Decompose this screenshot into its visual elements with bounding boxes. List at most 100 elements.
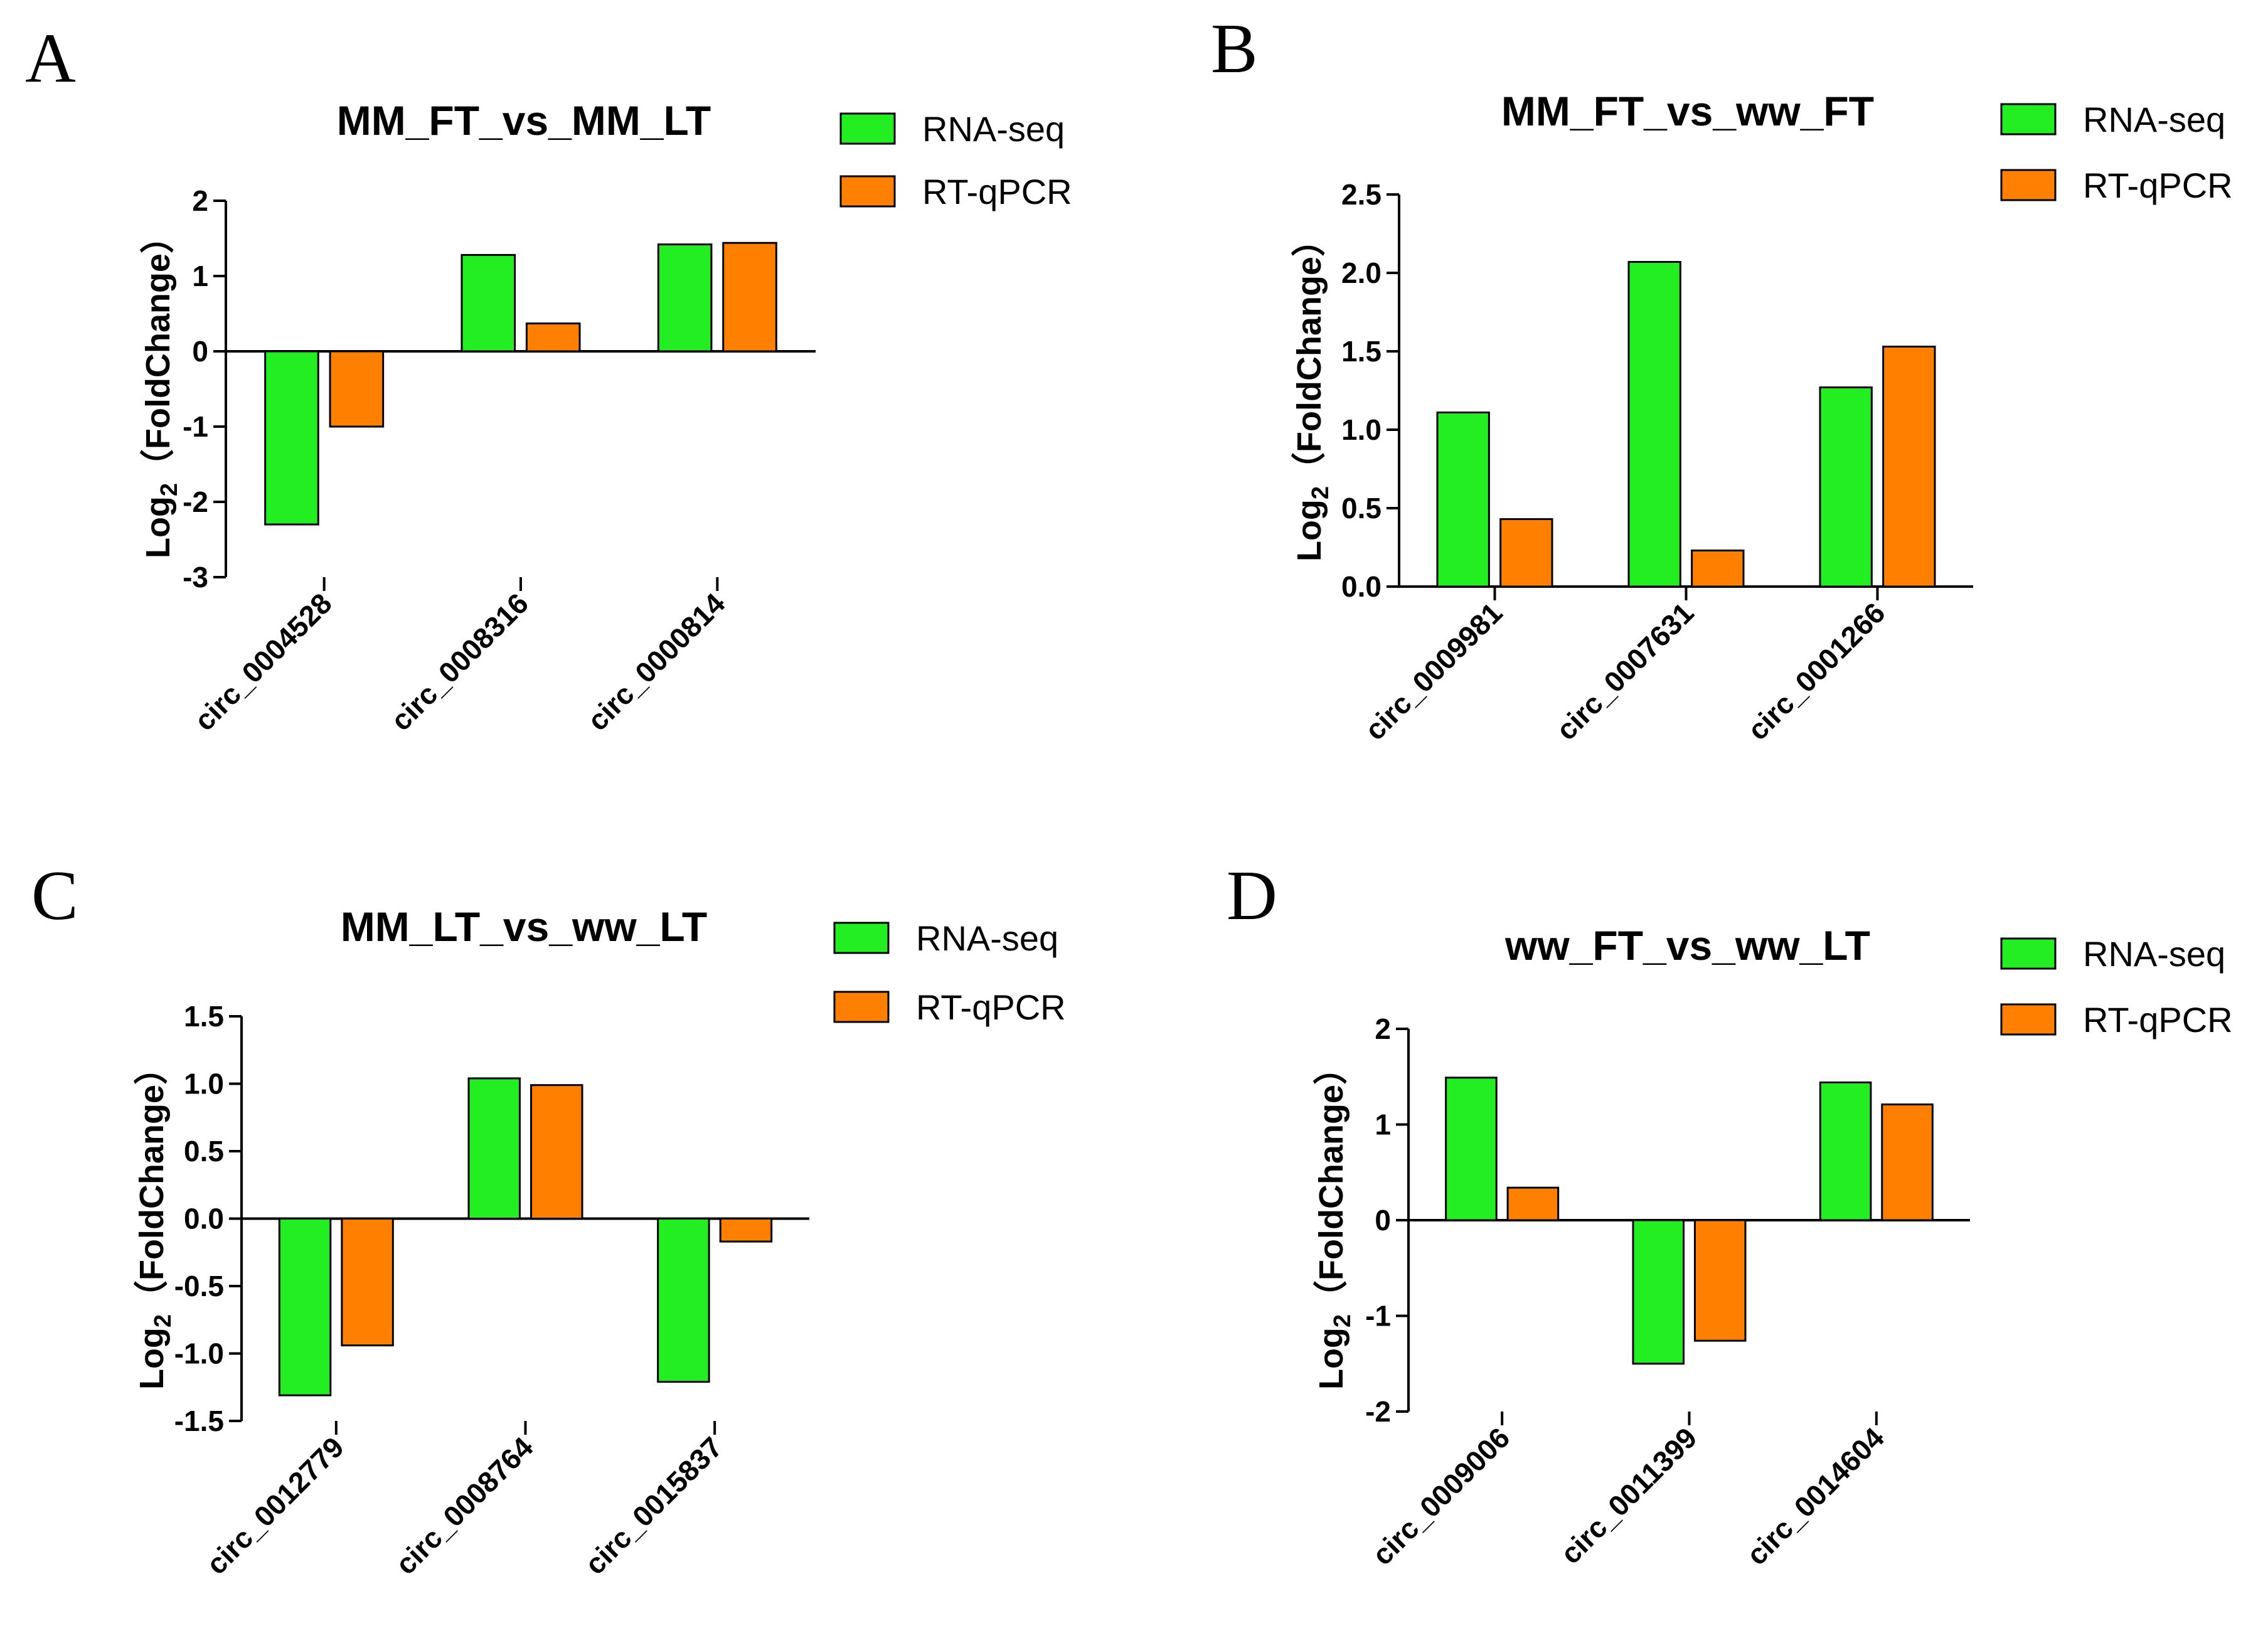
y-tick-label-d-3: 1 [1375,1109,1391,1141]
y-tick-label-d-0: -2 [1365,1395,1391,1428]
y-axis-label-c: Log2（FoldChange） [133,1051,176,1390]
legend-swatch-c-rt-qpcr [833,991,890,1023]
y-tick-label-b-3: 1.5 [1341,335,1382,368]
y-label-log: Log [1312,1327,1350,1390]
legend-label-c-rna-seq: RNA-seq [916,918,1058,958]
legend-swatch-b-rt-qpcr [2000,169,2057,201]
bar-c-rt-qpcr-circ_0012779 [341,1218,394,1347]
bar-a-rna-seq-circ_0008316 [461,253,516,353]
bar-b-rt-qpcr-circ_0001266 [1882,346,1936,588]
y-tick-label-a-1: -2 [183,486,208,518]
legend-label-b-rt-qpcr: RT-qPCR [2083,166,2233,205]
category-label-b-0: circ_0009981 [1358,596,1508,746]
y-tick-label-c-0: -1.5 [174,1405,224,1437]
panel-letter-a: A [25,19,76,97]
y-tick-label-b-2: 1.0 [1341,413,1382,446]
y-tick-label-b-1: 0.5 [1341,492,1382,524]
y-label-log: Log [139,496,177,558]
y-axis-label-b: Log2（FoldChange） [1291,223,1334,561]
legend-swatch-d-rna-seq [2000,937,2057,970]
y-label-subscript: 2 [1307,486,1334,499]
bar-a-rna-seq-circ_0000814 [657,243,713,353]
category-label-a-0: circ_0004528 [188,587,338,737]
category-label-c-1: circ_0008764 [389,1430,540,1581]
legend-swatch-a-rna-seq [839,112,896,145]
y-tick-label-a-0: -3 [183,561,208,593]
y-label-subscript: 2 [150,1314,176,1327]
chart-panel-b: BMM_FT_vs_ww_FT0.00.51.01.52.02.5Log2（Fo… [1211,10,2233,747]
category-label-c-0: circ_0012779 [200,1430,350,1580]
y-axis-label-a: Log2（FoldChange） [139,220,183,558]
chart-panel-d: Dww_FT_vs_ww_LT-2-1012Log2（FoldChange）ci… [1227,857,2233,1572]
legend-swatch-a-rt-qpcr [839,175,896,208]
y-tick-label-b-4: 2.0 [1341,257,1382,289]
chart-title-d: ww_FT_vs_ww_LT [1504,922,1870,969]
category-label-b-1: circ_0007631 [1550,596,1700,746]
bar-b-rna-seq-circ_0001266 [1819,386,1873,588]
y-tick-label-c-1: -1.0 [174,1338,224,1370]
bar-c-rt-qpcr-circ_0008764 [530,1084,583,1220]
legend-swatch-b-rna-seq [2000,103,2057,136]
category-label-c-2: circ_0015837 [578,1430,728,1580]
bar-d-rt-qpcr-circ_0014604 [1881,1103,1934,1221]
legend-label-a-rna-seq: RNA-seq [922,109,1065,149]
chart-panel-c: C MM_LT_vs_ww_LT-1.5-1.0-0.50.00.51.01.5L… [31,857,1066,1581]
category-label-d-1: circ_0011399 [1554,1421,1703,1570]
bar-b-rna-seq-circ_0009981 [1436,412,1490,588]
y-label-foldchange: （FoldChange） [139,220,177,483]
y-tick-label-a-5: 2 [192,184,208,217]
category-label-a-2: circ_0000814 [581,587,732,737]
legend-label-a-rt-qpcr: RT-qPCR [922,172,1072,211]
bar-a-rt-qpcr-circ_0004528 [329,350,385,428]
y-tick-label-c-3: 0.0 [184,1203,224,1235]
y-tick-label-d-2: 0 [1375,1204,1391,1236]
bar-b-rt-qpcr-circ_0007631 [1691,550,1745,588]
bar-a-rt-qpcr-circ_0008316 [525,322,581,353]
bar-d-rna-seq-circ_0014604 [1819,1081,1872,1221]
legend-label-d-rna-seq: RNA-seq [2083,934,2225,974]
y-tick-label-c-2: -0.5 [174,1270,224,1302]
chart-title-c: MM_LT_vs_ww_LT [341,903,707,950]
chart-title-a: MM_FT_vs_MM_LT [337,97,711,144]
category-label-d-2: circ_0014604 [1740,1421,1891,1572]
bar-b-rt-qpcr-circ_0009981 [1499,518,1553,588]
y-label-foldchange: （FoldChange） [1312,1051,1350,1314]
y-tick-label-b-0: 0.0 [1341,570,1382,603]
category-label-a-1: circ_0008316 [385,587,535,737]
bar-a-rna-seq-circ_0004528 [264,350,319,526]
bar-c-rna-seq-circ_0012779 [278,1218,332,1396]
bar-b-rna-seq-circ_0007631 [1627,261,1681,588]
y-tick-label-b-5: 2.5 [1341,178,1382,211]
legend-label-d-rt-qpcr: RT-qPCR [2083,1000,2233,1040]
y-label-subscript: 2 [156,483,183,496]
y-axis-label-d: Log2（FoldChange） [1312,1051,1356,1390]
chart-panel-a: AMM_FT_vs_MM_LT-3-2-1012Log2（FoldChange）… [25,19,1072,737]
bar-d-rna-seq-circ_0009006 [1445,1077,1498,1221]
y-tick-label-c-5: 1.0 [184,1068,224,1100]
bar-c-rt-qpcr-circ_0015837 [719,1218,773,1243]
chart-title-b: MM_FT_vs_ww_FT [1501,88,1874,134]
y-label-foldchange: （FoldChange） [1291,223,1328,486]
legend-label-c-rt-qpcr: RT-qPCR [916,987,1066,1027]
bar-c-rna-seq-circ_0008764 [467,1077,521,1220]
y-tick-label-d-4: 2 [1375,1013,1391,1045]
y-tick-label-a-2: -1 [183,410,208,443]
panel-letter-d: D [1227,857,1277,935]
y-label-subscript: 2 [1329,1314,1356,1327]
legend-swatch-c-rna-seq [833,922,890,954]
y-tick-label-c-4: 0.5 [184,1135,224,1167]
legend-label-b-rna-seq: RNA-seq [2083,100,2225,139]
bar-a-rt-qpcr-circ_0000814 [722,242,777,353]
y-tick-label-c-6: 1.5 [184,1000,224,1033]
legend-swatch-d-rt-qpcr [2000,1003,2057,1036]
panel-letter-b: B [1211,10,1258,88]
category-label-b-2: circ_0001266 [1741,596,1891,746]
y-tick-label-a-3: 0 [192,335,208,368]
y-label-log: Log [133,1327,171,1390]
bar-c-rna-seq-circ_0015837 [657,1218,710,1383]
bar-d-rt-qpcr-circ_0009006 [1506,1186,1560,1221]
y-label-log: Log [1291,499,1328,561]
bar-d-rna-seq-circ_0011399 [1632,1219,1685,1365]
y-label-foldchange: （FoldChange） [133,1051,171,1314]
